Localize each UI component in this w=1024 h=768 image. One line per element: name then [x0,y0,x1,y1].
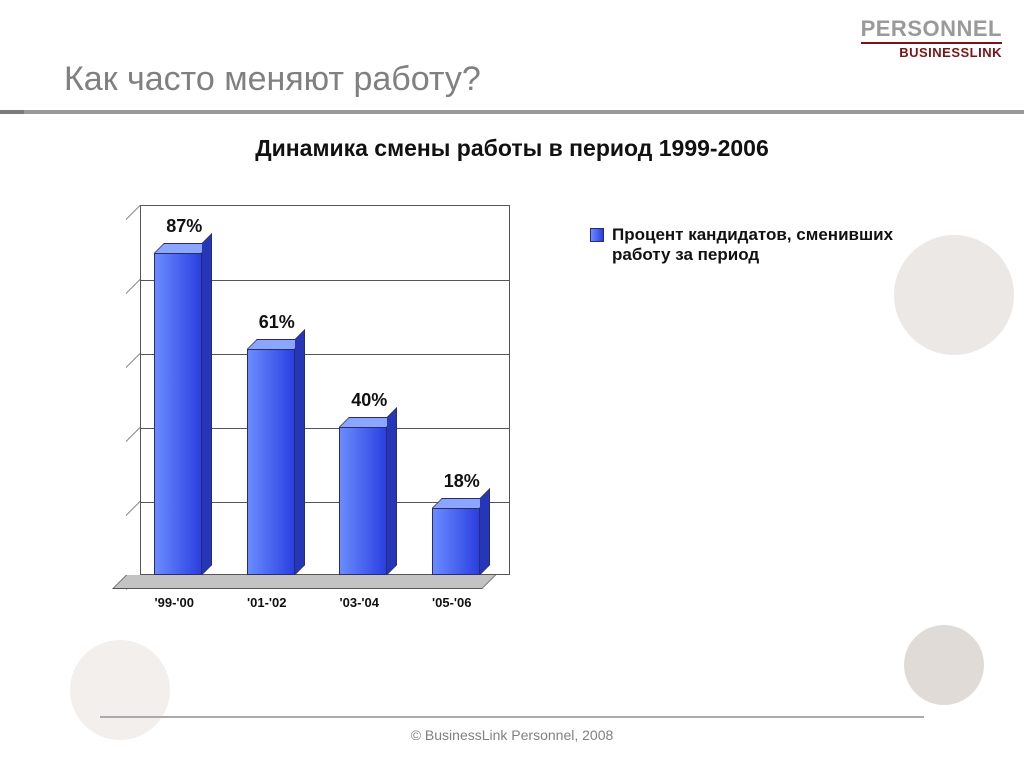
x-tick-label: '01-'02 [227,595,307,610]
bar-value-label: 61% [237,312,317,333]
logo-top-text: PERSONNEL [861,18,1002,44]
decorative-circle [70,640,170,740]
chart-floor [112,575,496,589]
bar-value-label: 18% [422,471,502,492]
decorative-circle [904,625,984,705]
bar [247,349,295,575]
bar [432,508,480,575]
logo-bottom-text: BUSINESSLINK [861,46,1002,59]
x-axis: '99-'00'01-'02'03-'04'05-'06 [144,595,516,615]
bar-value-label: 40% [329,390,409,411]
footer-divider [100,716,924,718]
legend-swatch [590,228,604,242]
chart-title: Динамика смены работы в период 1999-2006 [0,135,1024,162]
x-tick-label: '05-'06 [412,595,492,610]
bar-value-label: 87% [144,216,224,237]
header-divider [0,110,1024,114]
footer-text: © BusinessLink Personnel, 2008 [0,727,1024,743]
x-tick-label: '99-'00 [134,595,214,610]
page-title: Как часто меняют работу? [64,60,481,99]
x-tick-label: '03-'04 [319,595,399,610]
legend-label: Процент кандидатов, сменивших работу за … [612,225,920,265]
brand-logo: PERSONNEL BUSINESSLINK [861,18,1002,59]
bar [154,253,202,575]
bar-chart: '99-'00 '01-'02 '03-'04 '05-'06 87% 61% 40% 18… [120,195,550,615]
chart-legend: Процент кандидатов, сменивших работу за … [590,225,920,265]
bar [339,427,387,575]
